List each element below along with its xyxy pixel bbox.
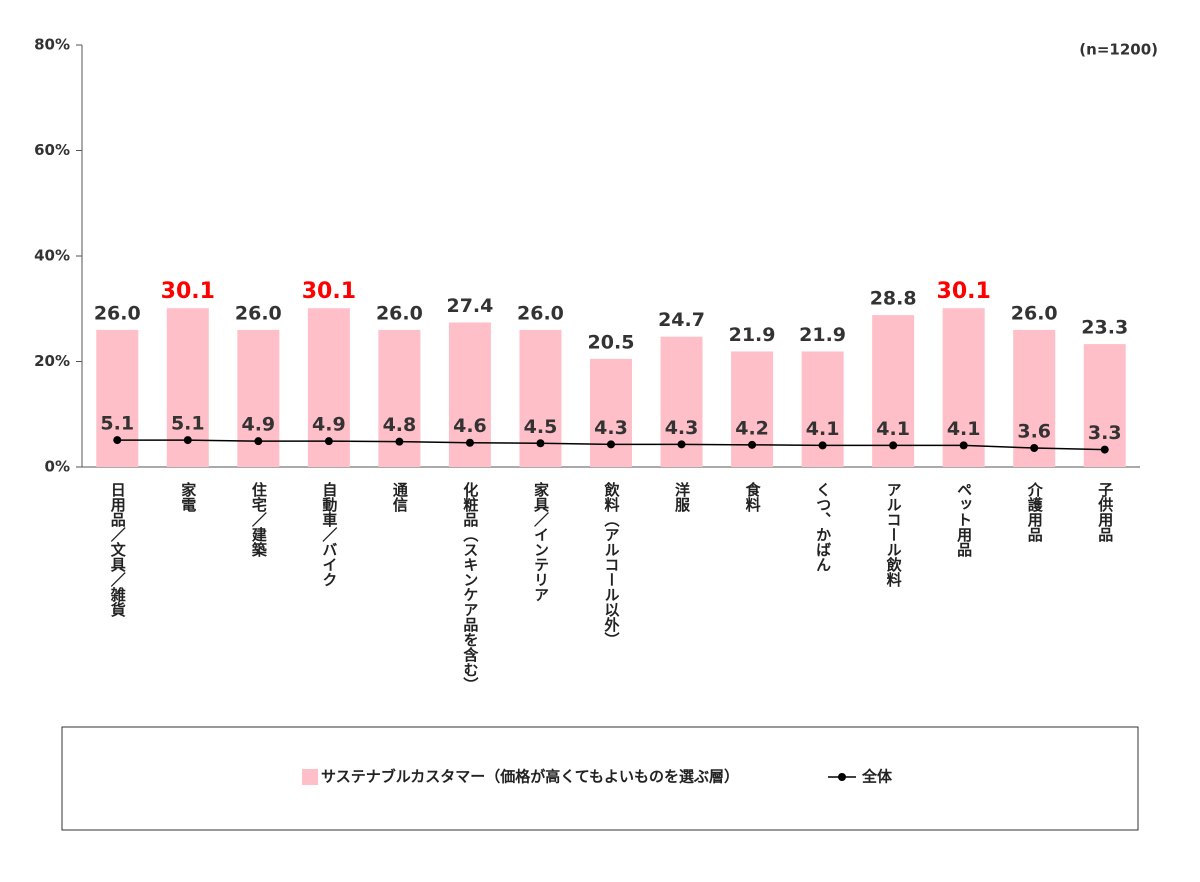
point-value-label: 4.3 [594,417,628,439]
bar-value-label: 21.9 [799,324,846,346]
legend-label: 全体 [861,768,893,786]
legend-swatch [302,769,318,785]
x-tick-label: 子供用品 [1096,482,1114,543]
bar-value-label: 28.8 [870,288,917,310]
point [607,440,615,449]
y-tick-label: 40% [34,247,70,265]
bar-value-label: 26.0 [235,302,282,324]
point-value-label: 4.1 [947,418,981,440]
x-tick-label: くつ、かばん [814,482,832,572]
legend-label: サステナブルカスタマー（価格が高くてもよいものを選ぶ層） [321,768,739,786]
x-tick-label: 通信 [391,482,409,513]
point-value-label: 4.5 [524,416,558,438]
x-tick-label: 洋服 [673,481,691,513]
bar-value-label: 30.1 [161,279,215,304]
point-value-label: 4.6 [453,415,487,437]
bar [942,308,985,467]
point [465,438,474,447]
y-tick-label: 80% [34,36,70,54]
point [1100,445,1109,454]
x-tick-label: 自動車／バイク [320,481,338,587]
bar-value-label: 26.0 [1011,302,1058,324]
point [113,436,122,445]
point-value-label: 4.9 [241,414,275,436]
legend-dot [838,773,846,781]
point [395,437,404,446]
point [1030,444,1039,453]
y-tick-label: 0% [45,458,70,476]
point-value-label: 3.3 [1088,422,1122,444]
bar [237,329,280,467]
point-value-label: 4.3 [665,417,699,439]
bar-value-label: 24.7 [658,309,705,331]
bar [590,358,632,467]
point-value-label: 4.2 [735,417,769,439]
x-tick-label: ペット用品 [955,482,973,558]
x-tick-label: アルコール飲料 [885,482,903,588]
x-tick-label: 家電 [179,481,197,513]
bar-value-label: 23.3 [1081,317,1128,339]
x-tick-label: 家具／インテリア [532,481,550,602]
legend-box [61,726,1139,831]
x-tick-label: 日用品／文具／雑貨 [109,482,127,618]
x-tick-label: 飲料（アルコール以外） [603,481,621,647]
x-tick-label: 介護用品 [1026,481,1044,543]
y-tick-label: 60% [34,141,70,159]
point [183,436,192,445]
bar [731,351,774,467]
point-value-label: 5.1 [100,413,134,435]
point [324,437,333,446]
point [677,440,686,449]
bar-value-label: 20.5 [588,331,635,353]
bar-value-label: 27.4 [446,295,493,317]
x-tick-label: 化粧品（スキンケア品を含む） [461,481,479,692]
point [536,439,545,448]
point [254,437,263,446]
point [959,441,968,450]
point-value-label: 4.8 [383,414,417,436]
point [818,441,827,450]
bar [801,351,844,467]
point-value-label: 4.1 [806,418,840,440]
bar-value-label: 26.0 [376,302,423,324]
bar-value-label: 21.9 [729,324,776,346]
point [748,440,757,449]
sample-note: (n=1200) [1079,41,1158,59]
bar-value-label: 26.0 [94,302,141,324]
bar-value-label: 30.1 [937,279,991,304]
point-value-label: 4.1 [876,418,910,440]
x-tick-label: 住宅／建築 [250,481,268,558]
bar-value-label: 26.0 [517,302,564,324]
bar-value-label: 30.1 [302,279,356,304]
x-tick-label: 食料 [744,481,762,513]
bar [378,329,421,467]
point-value-label: 4.9 [312,414,346,436]
point-value-label: 5.1 [171,413,205,435]
bar [96,329,139,467]
y-tick-label: 20% [34,352,70,370]
point-value-label: 3.6 [1017,421,1051,443]
point [889,441,898,450]
